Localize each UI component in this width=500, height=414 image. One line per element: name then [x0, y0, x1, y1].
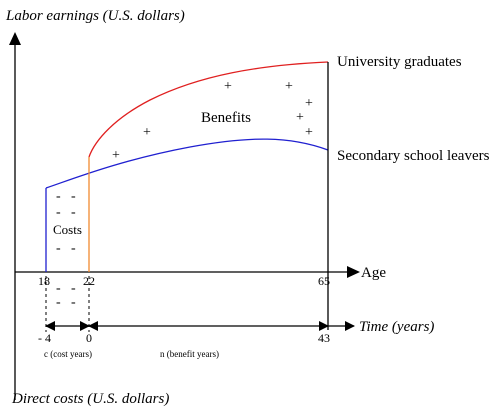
- cost-minus: -: [71, 189, 76, 204]
- y-axis-top-label: Labor earnings (U.S. dollars): [5, 8, 185, 24]
- age-tick-22: 22: [83, 274, 95, 288]
- time-tick-43: 43: [318, 331, 330, 345]
- secondary-curve: [45, 138, 329, 189]
- university-label: University graduates: [337, 54, 462, 70]
- cost-minus: -: [71, 281, 76, 296]
- cost-minus: -: [71, 205, 76, 220]
- benefit-plus: +: [305, 96, 313, 111]
- cost-years-label: c (cost years): [44, 349, 92, 359]
- benefit-plus: +: [143, 125, 151, 140]
- secondary-label: Secondary school leavers: [337, 148, 490, 164]
- benefit-plus: +: [285, 79, 293, 94]
- cost-marks: - - - - - - - - - -: [56, 189, 76, 310]
- age-tick-18: 18: [38, 274, 50, 288]
- benefits-label: Benefits: [201, 110, 251, 126]
- cost-minus: -: [56, 189, 61, 204]
- age-axis-label: Age: [361, 265, 386, 281]
- cost-minus: -: [56, 281, 61, 296]
- y-axis-bottom-label: Direct costs (U.S. dollars): [11, 391, 169, 407]
- time-tick-0: 0: [86, 331, 92, 345]
- benefit-plus: +: [112, 148, 120, 163]
- cost-minus: -: [56, 241, 61, 256]
- cost-minus: -: [71, 241, 76, 256]
- benefit-plus: +: [305, 125, 313, 140]
- university-curve: [88, 61, 329, 158]
- cost-minus: -: [71, 295, 76, 310]
- age-tick-65: 65: [318, 274, 330, 288]
- benefit-marks: + + + + + + +: [112, 79, 313, 163]
- vertical-axis-arrow-icon: [9, 32, 21, 45]
- time-axis-label: Time (years): [359, 319, 434, 335]
- cost-minus: -: [56, 205, 61, 220]
- cost-minus: -: [56, 295, 61, 310]
- benefit-plus: +: [224, 79, 232, 94]
- costs-label: Costs: [53, 222, 82, 237]
- time-tick-minus4: - 4: [38, 331, 51, 345]
- benefit-years-label: n (benefit years): [160, 349, 219, 359]
- benefit-plus: +: [296, 110, 304, 125]
- age-axis-arrow-icon: [347, 266, 360, 278]
